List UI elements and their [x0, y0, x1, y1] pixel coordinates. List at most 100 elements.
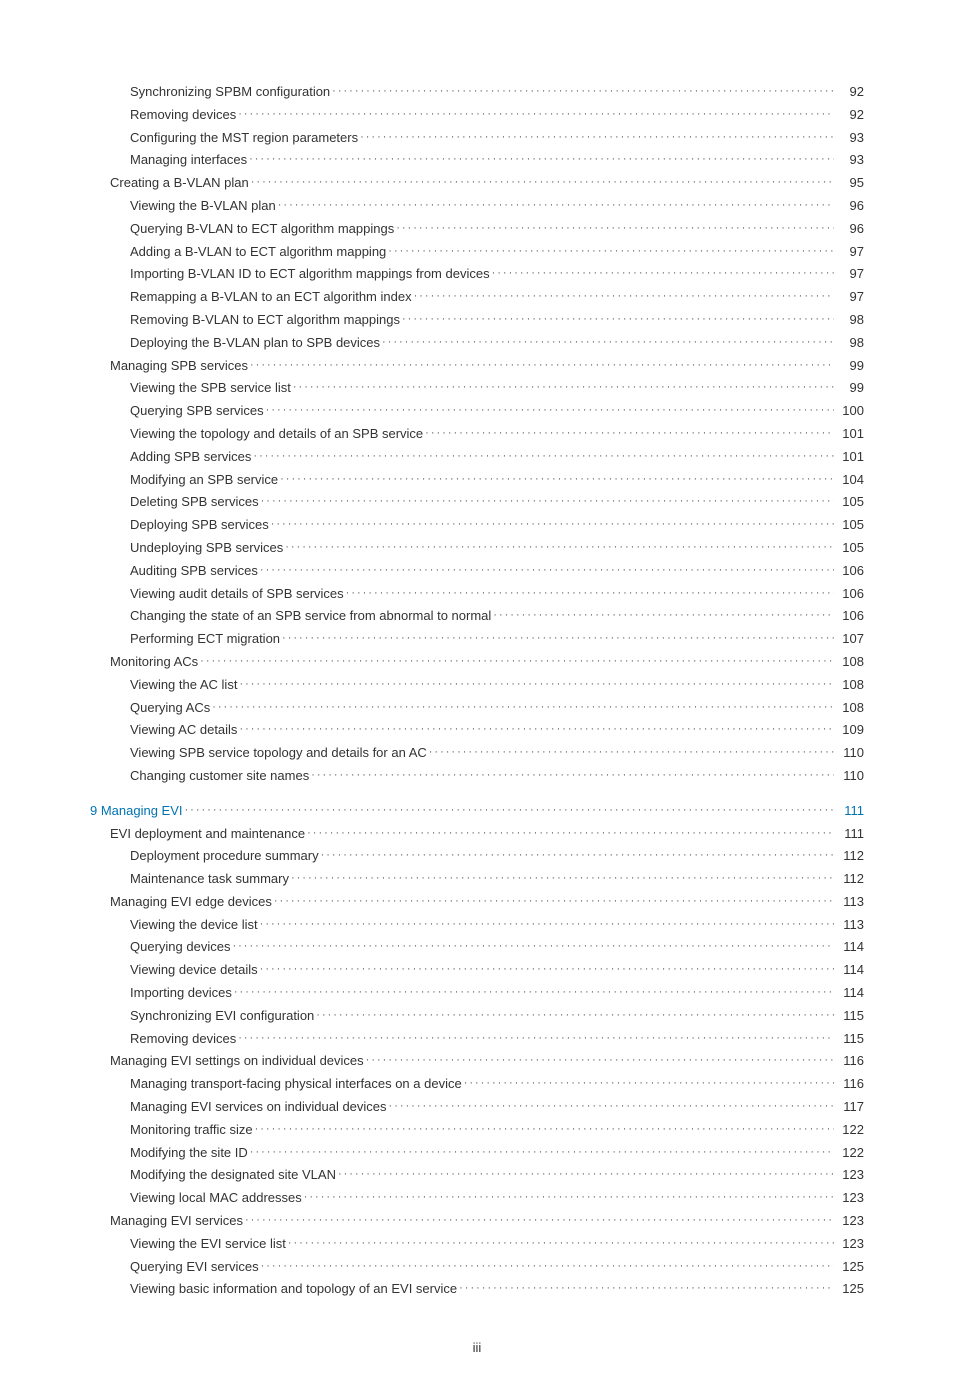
toc-entry-title: Querying ACs [130, 698, 210, 719]
toc-leader-dots [285, 539, 834, 552]
toc-entry-title: Querying devices [130, 937, 230, 958]
toc-leader-dots [260, 961, 834, 974]
toc-entry-page: 112 [836, 869, 864, 890]
toc-entry-page: 114 [836, 983, 864, 1004]
toc-entry-page: 108 [836, 698, 864, 719]
toc-leader-dots [425, 425, 834, 438]
toc-entry-page: 98 [836, 333, 864, 354]
toc-leader-dots [389, 1098, 834, 1111]
toc-entry: Viewing audit details of SPB services106 [90, 584, 864, 605]
toc-entry-page: 110 [836, 743, 864, 764]
toc-entry-title: Modifying the site ID [130, 1143, 248, 1164]
toc-entry-page: 109 [836, 720, 864, 741]
toc-entry-page: 116 [836, 1074, 864, 1095]
toc-entry-title: Removing B-VLAN to ECT algorithm mapping… [130, 310, 400, 331]
toc-entry-title: Monitoring traffic size [130, 1120, 253, 1141]
toc-leader-dots [382, 334, 834, 347]
toc-leader-dots [307, 825, 834, 838]
toc-leader-dots [234, 984, 834, 997]
toc-entry-title: Synchronizing SPBM configuration [130, 82, 330, 103]
toc-entry: Modifying an SPB service104 [90, 470, 864, 491]
toc-entry: EVI deployment and maintenance 111 [90, 824, 864, 845]
toc-entry-title: Removing devices [130, 1029, 236, 1050]
toc-entry-page: 104 [836, 470, 864, 491]
toc-entry: Importing B-VLAN ID to ECT algorithm map… [90, 264, 864, 285]
toc-entry-title: Viewing the topology and details of an S… [130, 424, 423, 445]
table-of-contents: Synchronizing SPBM configuration 92 Removi… [90, 82, 864, 1300]
toc-entry-page: 111 [836, 824, 864, 845]
toc-entry: Managing transport-facing physical inter… [90, 1074, 864, 1095]
toc-entry[interactable]: 9 Managing EVI111 [90, 801, 864, 822]
toc-entry-page: 97 [836, 264, 864, 285]
toc-entry-page: 114 [836, 960, 864, 981]
toc-entry: Changing customer site names110 [90, 766, 864, 787]
toc-entry: Viewing SPB service topology and details… [90, 743, 864, 764]
toc-leader-dots [282, 630, 834, 643]
toc-entry-page: 92 [836, 82, 864, 103]
toc-entry-title: 9 Managing EVI [90, 801, 183, 822]
toc-entry-title: Managing EVI services [110, 1211, 243, 1232]
toc-entry-page: 98 [836, 310, 864, 331]
toc-entry-title: Querying EVI services [130, 1257, 259, 1278]
toc-entry: Configuring the MST region parameters93 [90, 128, 864, 149]
toc-entry-page: 101 [836, 447, 864, 468]
toc-entry-title: Viewing SPB service topology and details… [130, 743, 427, 764]
toc-entry: Managing EVI edge devices113 [90, 892, 864, 913]
toc-entry-title: Managing EVI edge devices [110, 892, 272, 913]
toc-leader-dots [492, 265, 834, 278]
toc-entry-title: Adding a B-VLAN to ECT algorithm mapping [130, 242, 386, 263]
toc-entry-page: 122 [836, 1120, 864, 1141]
toc-entry: Managing interfaces93 [90, 150, 864, 171]
toc-entry: Managing EVI services123 [90, 1211, 864, 1232]
toc-entry: Deleting SPB services105 [90, 492, 864, 513]
toc-entry-title: Managing interfaces [130, 150, 247, 171]
toc-entry-title: Monitoring ACs [110, 652, 198, 673]
toc-entry-page: 113 [836, 915, 864, 936]
toc-entry: Managing EVI services on individual devi… [90, 1097, 864, 1118]
toc-entry-page: 125 [836, 1257, 864, 1278]
toc-leader-dots [288, 1235, 834, 1248]
toc-leader-dots [304, 1189, 834, 1202]
toc-leader-dots [200, 653, 834, 666]
toc-entry-page: 123 [836, 1165, 864, 1186]
toc-entry-page: 114 [836, 937, 864, 958]
toc-entry-page: 105 [836, 515, 864, 536]
toc-leader-dots [280, 471, 834, 484]
toc-entry-page: 105 [836, 538, 864, 559]
toc-leader-dots [260, 916, 834, 929]
toc-entry-title: Performing ECT migration [130, 629, 280, 650]
toc-entry: Changing the state of an SPB service fro… [90, 606, 864, 627]
toc-leader-dots [311, 767, 834, 780]
toc-entry-page: 92 [836, 105, 864, 126]
toc-entry-page: 110 [836, 766, 864, 787]
toc-entry: Remapping a B-VLAN to an ECT algorithm i… [90, 287, 864, 308]
toc-entry: Removing B-VLAN to ECT algorithm mapping… [90, 310, 864, 331]
toc-leader-dots [402, 311, 834, 324]
toc-entry-page: 96 [836, 196, 864, 217]
toc-entry-page: 108 [836, 675, 864, 696]
toc-entry-page: 107 [836, 629, 864, 650]
toc-leader-dots [249, 151, 834, 164]
toc-entry: Viewing the device list113 [90, 915, 864, 936]
toc-entry: Maintenance task summary112 [90, 869, 864, 890]
toc-entry-title: Managing EVI services on individual devi… [130, 1097, 387, 1118]
toc-leader-dots [388, 243, 834, 256]
toc-entry-title: Viewing the EVI service list [130, 1234, 286, 1255]
toc-entry-page: 96 [836, 219, 864, 240]
toc-entry-title: EVI deployment and maintenance [110, 824, 305, 845]
toc-entry-page: 117 [836, 1097, 864, 1118]
toc-leader-dots [260, 562, 834, 575]
toc-entry-title: Managing SPB services [110, 356, 248, 377]
toc-entry-page: 93 [836, 128, 864, 149]
toc-entry: Viewing AC details109 [90, 720, 864, 741]
toc-entry-title: Auditing SPB services [130, 561, 258, 582]
toc-entry: Deploying the B-VLAN plan to SPB devices… [90, 333, 864, 354]
toc-entry-page: 101 [836, 424, 864, 445]
toc-entry-page: 123 [836, 1188, 864, 1209]
toc-entry-title: Deploying the B-VLAN plan to SPB devices [130, 333, 380, 354]
toc-entry-title: Viewing the SPB service list [130, 378, 291, 399]
toc-leader-dots [346, 585, 834, 598]
toc-leader-dots [239, 721, 834, 734]
toc-entry: Modifying the designated site VLAN123 [90, 1165, 864, 1186]
toc-entry-title: Viewing audit details of SPB services [130, 584, 344, 605]
